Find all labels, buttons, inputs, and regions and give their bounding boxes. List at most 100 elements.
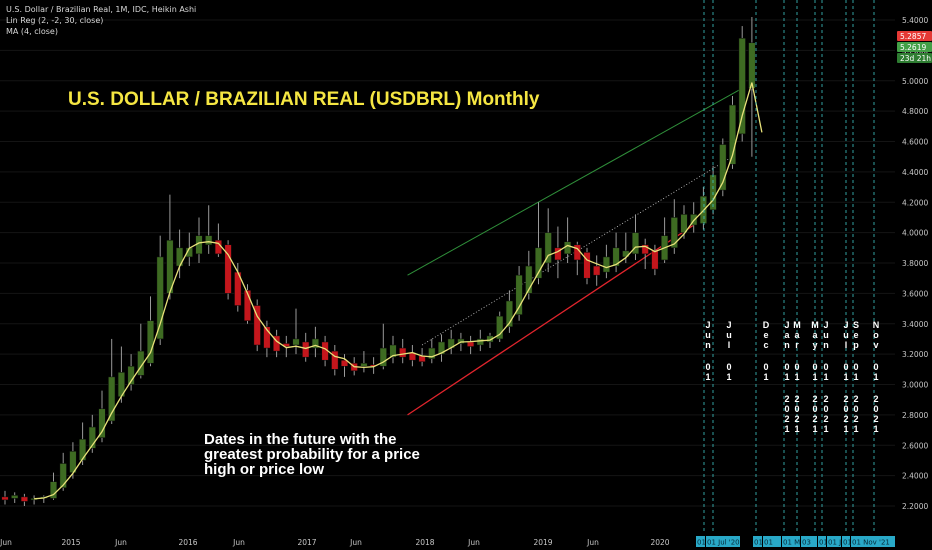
future-date-label-9: 1 [873, 424, 878, 434]
date-badge-label-7: 01 Ju [828, 539, 846, 547]
candle-body-37 [360, 362, 368, 367]
price-badge-label-0: 5.2857 [900, 32, 926, 41]
future-date-label-5: 0 [812, 362, 817, 372]
candle-body-27 [263, 326, 271, 349]
candle-body-8 [79, 438, 87, 461]
candle-body-49 [476, 338, 484, 346]
future-date-label-6: 2 [823, 394, 828, 404]
time-tick-label-8: Jun [467, 538, 480, 547]
future-date-label-9: N [873, 320, 880, 330]
price-badge-0 [897, 31, 932, 41]
price-tick-label: 4.0000 [902, 229, 928, 238]
future-date-label-9: 0 [873, 404, 878, 414]
candle-body-41 [399, 347, 407, 358]
future-date-label-8: p [853, 340, 859, 350]
candle-body-50 [486, 335, 494, 343]
price-badge-1 [897, 42, 932, 52]
future-date-label-9: 2 [873, 394, 878, 404]
time-tick-label-11: 2020 [650, 538, 669, 547]
price-badge-label-2: 23d 21h [900, 54, 931, 63]
chart-legend: U.S. Dollar / Brazilian Real, 1M, IDC, H… [6, 4, 196, 37]
price-tick-label: 4.4000 [902, 168, 928, 177]
future-date-label-4: M [793, 320, 801, 330]
candle-body-35 [340, 359, 349, 367]
future-date-label-4: r [795, 340, 799, 350]
candle-body-57 [554, 247, 562, 261]
price-badge-2 [897, 53, 932, 63]
date-badge-0 [696, 536, 705, 547]
future-date-label-7: 2 [843, 414, 848, 424]
candle-body-75 [728, 104, 737, 165]
future-date-label-4: 1 [794, 424, 799, 434]
future-date-lines: Jun01Jul01Dec01Jan012021Mar012021May0120… [703, 0, 880, 532]
candle-body-52 [505, 300, 513, 328]
candle-body-32 [311, 338, 319, 349]
date-badge-label-3: 01 [764, 539, 773, 547]
regression-channels [407, 87, 743, 416]
candle-body-39 [379, 347, 387, 367]
candle-body-26 [253, 305, 261, 346]
time-tick-label-2: Jun [114, 538, 127, 547]
future-date-label-1: J [726, 320, 731, 330]
future-date-label-0: u [705, 330, 711, 340]
candle-body-0 [1, 496, 9, 501]
future-date-label-5: y [812, 340, 817, 350]
future-date-label-4: 1 [794, 372, 799, 382]
future-date-label-3: 1 [784, 372, 789, 382]
price-tick-label: 3.0000 [902, 381, 928, 390]
candle-body-77 [748, 42, 756, 89]
candle-body-51 [496, 315, 504, 340]
time-tick-label-7: 2018 [415, 538, 434, 547]
future-date-label-5: a [812, 330, 818, 340]
candle-body-11 [108, 376, 116, 422]
future-date-label-3: 0 [784, 362, 789, 372]
price-tick-label: 3.8000 [902, 259, 928, 268]
time-tick-label-9: 2019 [533, 538, 552, 547]
future-date-label-8: 1 [853, 424, 858, 434]
time-tick-label-6: Jun [349, 538, 362, 547]
legend-ma: MA (4, close) [6, 27, 58, 36]
future-date-label-4: 2 [794, 414, 799, 424]
future-date-label-7: J [843, 320, 848, 330]
candle-body-74 [719, 144, 727, 191]
future-date-label-5: 0 [812, 404, 817, 414]
candle-body-54 [525, 265, 533, 294]
future-date-label-7: 0 [843, 362, 848, 372]
date-badge-5 [801, 536, 817, 547]
future-date-label-8: e [853, 330, 858, 340]
price-badge-label-1: 5.2619 [900, 43, 926, 52]
legend-symbol: U.S. Dollar / Brazilian Real, 1M, IDC, H… [6, 5, 197, 14]
candle-body-31 [302, 341, 310, 358]
price-badges: 5.2857 5.2619 23d 21h [897, 31, 932, 63]
future-date-label-6: 1 [823, 372, 828, 382]
future-date-label-6: n [823, 340, 829, 350]
future-date-label-9: o [873, 330, 879, 340]
time-tick-label-10: Jun [586, 538, 599, 547]
price-tick-label: 3.6000 [902, 289, 928, 298]
future-date-label-6: J [823, 320, 828, 330]
future-date-label-3: 2 [784, 414, 789, 424]
upper-channel-line [407, 87, 743, 276]
future-date-label-2: 0 [763, 362, 768, 372]
date-badge-label-2: 01 Ja [754, 539, 772, 547]
future-date-label-2: D [763, 320, 770, 330]
price-tick-label: 2.8000 [902, 411, 928, 420]
future-date-label-3: J [784, 320, 789, 330]
price-tick-label: 2.6000 [902, 441, 928, 450]
candle-body-48 [467, 341, 475, 347]
future-date-label-5: 2 [812, 394, 817, 404]
candle-body-58 [564, 241, 572, 255]
future-date-label-4: 0 [794, 404, 799, 414]
date-badge-label-4: 01 M [783, 539, 800, 547]
future-date-label-2: 1 [763, 372, 768, 382]
future-date-label-6: 2 [823, 414, 828, 424]
future-date-label-3: n [784, 340, 790, 350]
future-date-label-4: a [794, 330, 800, 340]
ma-line [34, 82, 763, 500]
future-date-label-8: 2 [853, 394, 858, 404]
candle-body-67 [651, 250, 659, 270]
price-tick-label: 3.4000 [902, 320, 928, 329]
future-date-label-6: 0 [823, 362, 828, 372]
future-date-label-5: 1 [812, 424, 817, 434]
